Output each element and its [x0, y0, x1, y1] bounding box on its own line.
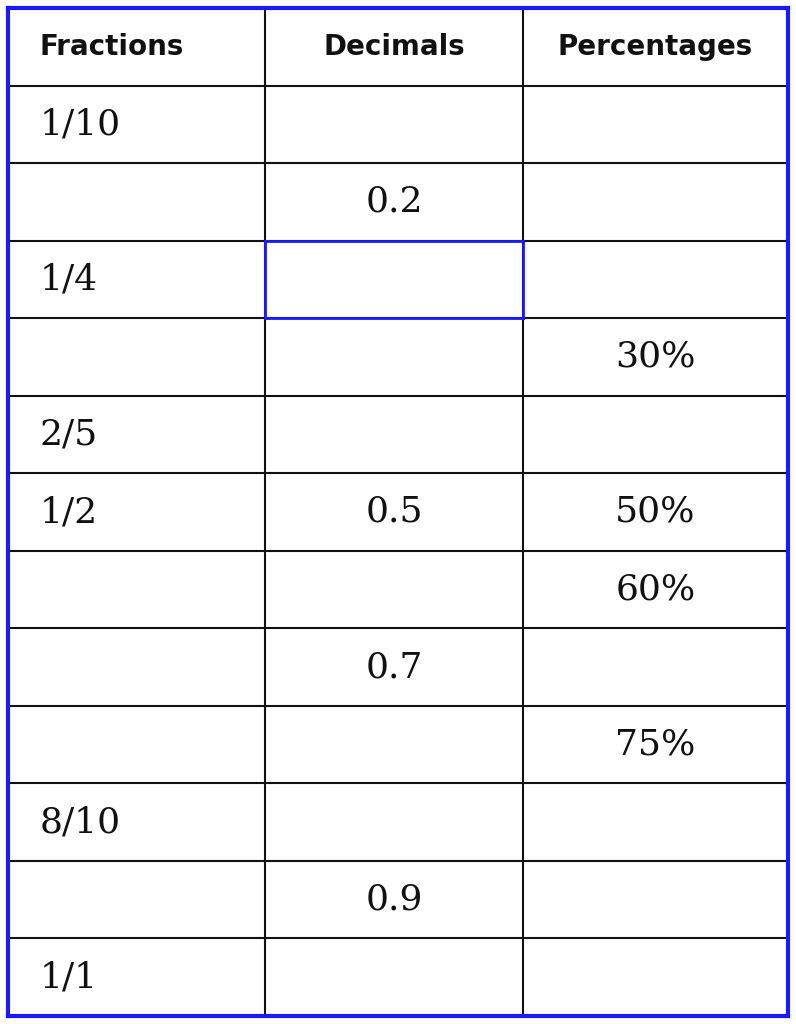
Text: 60%: 60%	[615, 572, 696, 606]
Text: 0.7: 0.7	[365, 650, 423, 684]
Text: Percentages: Percentages	[558, 33, 753, 60]
Text: 75%: 75%	[615, 728, 696, 762]
Text: 30%: 30%	[615, 340, 696, 374]
Text: 0.5: 0.5	[365, 495, 423, 529]
Text: 8/10: 8/10	[39, 805, 120, 839]
Text: 1/4: 1/4	[39, 262, 97, 296]
Text: 1/10: 1/10	[39, 108, 120, 141]
Text: 0.2: 0.2	[365, 185, 423, 219]
Text: 1/2: 1/2	[39, 495, 97, 529]
Text: 0.9: 0.9	[365, 883, 423, 916]
Text: Fractions: Fractions	[39, 33, 184, 60]
Text: 50%: 50%	[615, 495, 696, 529]
Text: 1/1: 1/1	[39, 961, 97, 994]
Text: Decimals: Decimals	[323, 33, 465, 60]
Text: 2/5: 2/5	[39, 418, 97, 452]
